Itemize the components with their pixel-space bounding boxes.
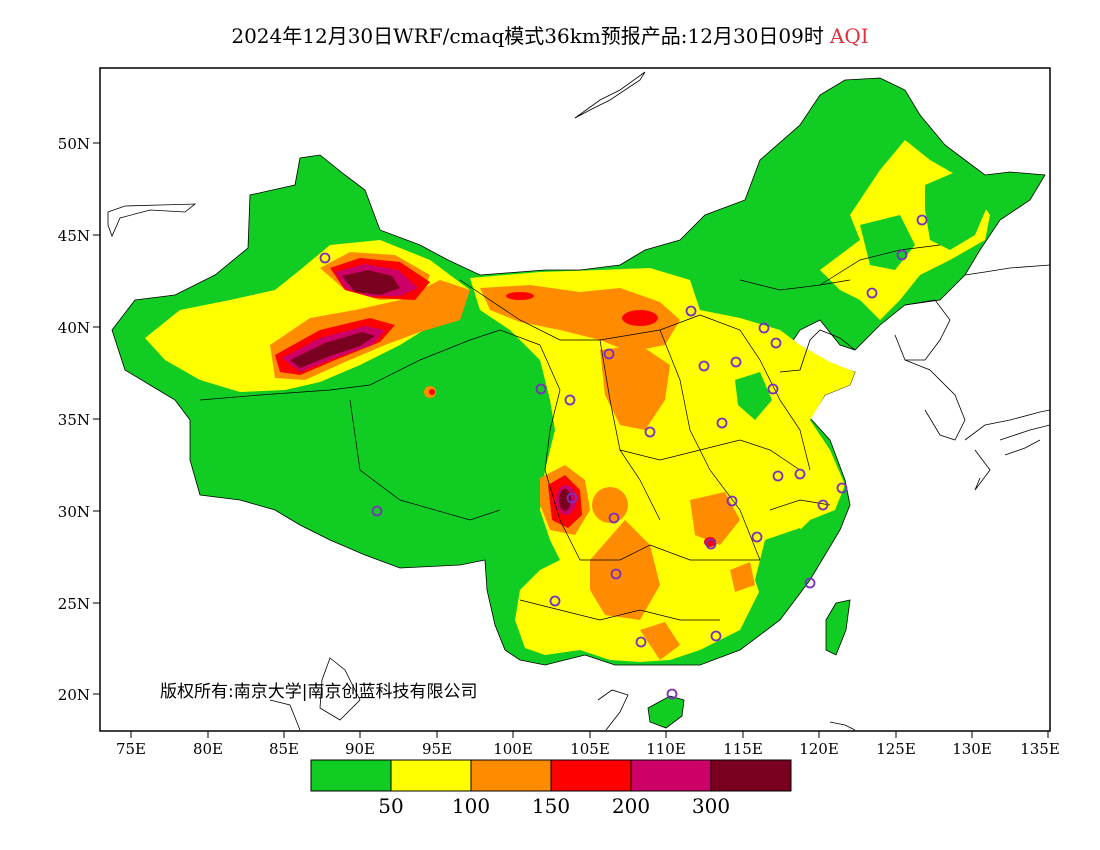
legend-swatch [550, 759, 632, 792]
lat-label: 50N [58, 135, 90, 153]
copyright-text: 版权所有:南京大学|南京创蓝科技有限公司 [160, 682, 477, 702]
legend-swatch [470, 759, 552, 792]
lon-label: 100E [493, 740, 533, 758]
aqi-maroon-zones [290, 270, 571, 511]
legend-label: 100 [452, 794, 490, 818]
title-variable: AQI [829, 24, 869, 48]
lat-label: 25N [58, 595, 90, 613]
legend-label: 300 [692, 794, 730, 818]
legend-swatch [630, 759, 712, 792]
lat-label: 30N [58, 503, 90, 521]
legend-swatch [310, 759, 392, 792]
legend-label: 50 [378, 794, 403, 818]
legend-labels: 50 100 150 200 300 [378, 794, 730, 818]
map-frame [99, 67, 1051, 732]
legend-swatch [710, 759, 792, 792]
lat-label: 40N [58, 319, 90, 337]
lat-label: 20N [58, 686, 90, 704]
legend-swatch [390, 759, 472, 792]
lon-label: 80E [193, 740, 223, 758]
station-markers [319, 214, 928, 700]
lat-label: 45N [58, 227, 90, 245]
lat-label: 35N [58, 411, 90, 429]
lon-label: 115E [723, 740, 763, 758]
lon-label: 105E [570, 740, 610, 758]
latitude-axis: 50N 45N 40N 35N 30N 25N 20N [58, 135, 100, 704]
taiwan-green-region [825, 599, 851, 656]
lon-label: 75E [116, 740, 146, 758]
lon-label: 85E [269, 740, 299, 758]
lon-label: 95E [422, 740, 452, 758]
title-main: 2024年12月30日WRF/cmaq模式36km预报产品:12月30日09时 [231, 24, 824, 48]
longitude-axis: 75E 80E 85E 90E 95E 100E 105E 110E 115E … [116, 731, 1060, 758]
map-title: 2024年12月30日WRF/cmaq模式36km预报产品:12月30日09时 A… [0, 20, 1100, 49]
legend-label: 150 [532, 794, 570, 818]
legend-label: 200 [612, 794, 650, 818]
coastline-outlines [107, 71, 1050, 731]
legend-colorbar [310, 759, 792, 792]
lon-label: 130E [952, 740, 992, 758]
lon-label: 90E [345, 740, 375, 758]
hainan-green-region [647, 695, 685, 729]
lon-label: 120E [799, 740, 839, 758]
lon-label: 110E [646, 740, 686, 758]
province-boundaries [199, 244, 941, 621]
lon-label: 135E [1020, 740, 1060, 758]
lon-label: 125E [876, 740, 916, 758]
